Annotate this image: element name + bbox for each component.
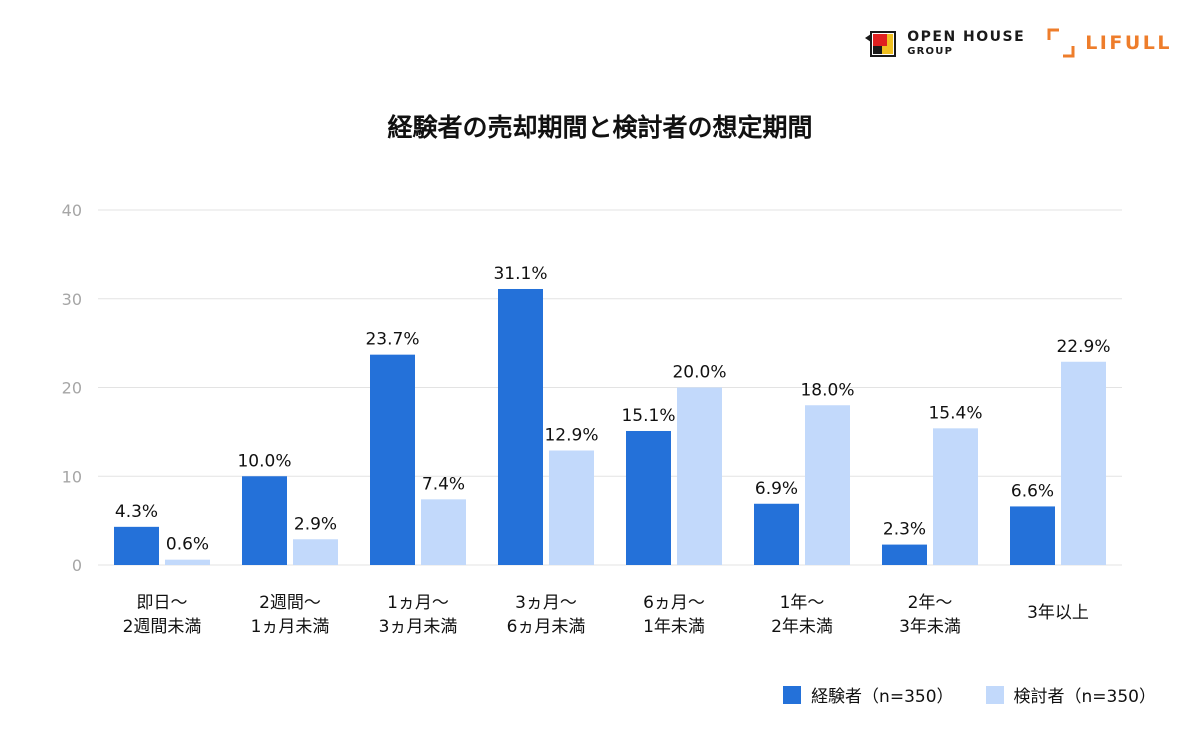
- bar-series-2: [677, 387, 722, 565]
- bar-series-1: [498, 288, 543, 565]
- data-label-series-1: 4.3%: [115, 502, 158, 522]
- data-label-series-1: 2.3%: [883, 520, 926, 540]
- x-tick-label: 2年～: [908, 593, 953, 613]
- x-tick-label: 2週間未満: [123, 617, 202, 637]
- legend-item-series-2: 検討者（n=350）: [985, 682, 1156, 707]
- y-tick-label: 20: [62, 379, 82, 398]
- data-label-series-2: 0.6%: [166, 535, 209, 555]
- legend: 経験者（n=350） 検討者（n=350）: [783, 682, 1156, 707]
- bar-series-2: [421, 499, 466, 565]
- x-tick-label: 3ヵ月～: [515, 593, 577, 613]
- data-label-series-2: 2.9%: [294, 514, 337, 534]
- legend-swatch-series-1: [783, 685, 802, 704]
- x-tick-label: 3年以上: [1027, 603, 1089, 623]
- bar-series-1: [114, 526, 159, 565]
- data-label-series-1: 31.1%: [493, 264, 547, 284]
- legend-swatch-series-2: [985, 685, 1004, 704]
- legend-item-series-1: 経験者（n=350）: [783, 682, 954, 707]
- bar-series-1: [370, 354, 415, 565]
- y-tick-label: 40: [62, 201, 82, 220]
- bar-series-1: [754, 503, 799, 565]
- x-tick-label: 2週間～: [259, 593, 321, 613]
- data-label-series-1: 6.9%: [755, 479, 798, 499]
- x-tick-label: 3ヵ月未満: [379, 617, 458, 637]
- x-tick-label: 1年未満: [643, 617, 705, 637]
- data-label-series-2: 18.0%: [800, 380, 854, 400]
- data-label-series-1: 15.1%: [621, 406, 675, 426]
- openhouse-logo-subtext: GROUP: [907, 45, 954, 57]
- data-label-series-2: 22.9%: [1056, 337, 1110, 357]
- bar-series-2: [1061, 361, 1106, 565]
- x-tick-label: 1ヵ月未満: [251, 617, 330, 637]
- data-label-series-2: 20.0%: [672, 363, 726, 383]
- x-tick-label: 2年未満: [771, 617, 833, 637]
- y-tick-label: 30: [62, 290, 82, 309]
- openhouse-house-icon: [865, 31, 897, 57]
- chart-title: 経験者の売却期間と検討者の想定期間: [387, 113, 813, 142]
- x-tick-label: 6ヵ月未満: [507, 617, 586, 637]
- x-tick-label: 1年～: [780, 593, 825, 613]
- data-label-series-1: 6.6%: [1011, 481, 1054, 501]
- data-label-series-1: 10.0%: [237, 451, 291, 471]
- bar-series-1: [882, 544, 927, 565]
- header-logos: OPEN HOUSE GROUP LIFULL: [865, 26, 1172, 60]
- bar-series-1: [626, 430, 671, 565]
- data-label-series-2: 12.9%: [544, 426, 598, 446]
- x-tick-label: 6ヵ月～: [643, 593, 705, 613]
- bar-series-2: [293, 539, 338, 565]
- bar-series-2: [549, 450, 594, 565]
- y-tick-label: 0: [72, 556, 82, 575]
- openhouse-logo-text: OPEN HOUSE: [907, 28, 1026, 45]
- bar-series-2: [933, 428, 978, 565]
- legend-label-series-1: 経験者（n=350）: [811, 687, 954, 707]
- lifull-logo-text: LIFULL: [1085, 32, 1172, 54]
- bar-series-2: [805, 405, 850, 565]
- bar-series-1: [1010, 506, 1055, 565]
- data-label-series-2: 15.4%: [928, 403, 982, 423]
- x-tick-label: 3年未満: [899, 617, 961, 637]
- data-label-series-1: 23.7%: [365, 330, 419, 350]
- y-tick-label: 10: [62, 467, 82, 486]
- data-label-series-2: 7.4%: [422, 474, 465, 494]
- legend-label-series-2: 検討者（n=350）: [1013, 687, 1156, 707]
- x-tick-label: 1ヵ月～: [387, 593, 449, 613]
- openhouse-logo: OPEN HOUSE GROUP: [865, 26, 1025, 60]
- bar-series-1: [242, 476, 287, 565]
- x-tick-label: 即日～: [137, 593, 188, 613]
- lifull-logo: LIFULL: [1047, 28, 1172, 58]
- bar-series-2: [165, 559, 210, 565]
- lifull-bracket-icon: [1047, 28, 1075, 58]
